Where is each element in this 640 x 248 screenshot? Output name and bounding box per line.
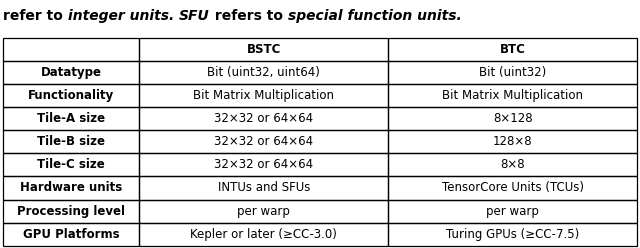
Text: Tile-C size: Tile-C size: [37, 158, 105, 171]
Bar: [388, 154, 637, 177]
Text: GPU Platforms: GPU Platforms: [23, 227, 120, 241]
Text: 8×128: 8×128: [493, 113, 532, 125]
Text: 32×32 or 64×64: 32×32 or 64×64: [214, 113, 314, 125]
Text: Tile-B size: Tile-B size: [37, 135, 106, 149]
Text: Kepler or later (≥CC-3.0): Kepler or later (≥CC-3.0): [191, 227, 337, 241]
Bar: [3, 62, 140, 85]
Text: Bit (uint32, uint64): Bit (uint32, uint64): [207, 66, 321, 79]
Bar: [3, 177, 140, 199]
Text: Datatype: Datatype: [41, 66, 102, 79]
Text: Functionality: Functionality: [28, 90, 115, 102]
Bar: [140, 130, 388, 154]
Bar: [140, 222, 388, 246]
Bar: [388, 222, 637, 246]
Bar: [3, 85, 140, 107]
Text: BSTC: BSTC: [247, 43, 281, 57]
Bar: [3, 38, 140, 62]
Text: SFU: SFU: [179, 9, 210, 23]
Text: INTUs and SFUs: INTUs and SFUs: [218, 182, 310, 194]
Text: Bit (uint32): Bit (uint32): [479, 66, 546, 79]
Bar: [388, 199, 637, 222]
Bar: [3, 107, 140, 130]
Text: Tile-A size: Tile-A size: [37, 113, 106, 125]
Bar: [388, 107, 637, 130]
Bar: [140, 107, 388, 130]
Bar: [3, 154, 140, 177]
Text: Hardware units: Hardware units: [20, 182, 122, 194]
Bar: [388, 38, 637, 62]
Bar: [140, 85, 388, 107]
Text: 32×32 or 64×64: 32×32 or 64×64: [214, 158, 314, 171]
Text: per warp: per warp: [486, 205, 539, 217]
Text: Processing level: Processing level: [17, 205, 125, 217]
Text: special function units.: special function units.: [288, 9, 461, 23]
Bar: [140, 199, 388, 222]
Text: TensorCore Units (TCUs): TensorCore Units (TCUs): [442, 182, 584, 194]
Bar: [140, 62, 388, 85]
Text: per warp: per warp: [237, 205, 291, 217]
Text: 8×8: 8×8: [500, 158, 525, 171]
Bar: [3, 222, 140, 246]
Bar: [140, 177, 388, 199]
Text: integer units.: integer units.: [68, 9, 179, 23]
Bar: [388, 130, 637, 154]
Text: 32×32 or 64×64: 32×32 or 64×64: [214, 135, 314, 149]
Text: Turing GPUs (≥CC-7.5): Turing GPUs (≥CC-7.5): [446, 227, 579, 241]
Bar: [388, 177, 637, 199]
Bar: [388, 85, 637, 107]
Text: 128×8: 128×8: [493, 135, 532, 149]
Bar: [3, 130, 140, 154]
Text: refer to: refer to: [3, 9, 68, 23]
Bar: [3, 199, 140, 222]
Bar: [388, 62, 637, 85]
Bar: [140, 154, 388, 177]
Text: Bit Matrix Multiplication: Bit Matrix Multiplication: [442, 90, 583, 102]
Text: BTC: BTC: [500, 43, 525, 57]
Bar: [140, 38, 388, 62]
Text: Bit Matrix Multiplication: Bit Matrix Multiplication: [193, 90, 335, 102]
Text: refers to: refers to: [210, 9, 288, 23]
